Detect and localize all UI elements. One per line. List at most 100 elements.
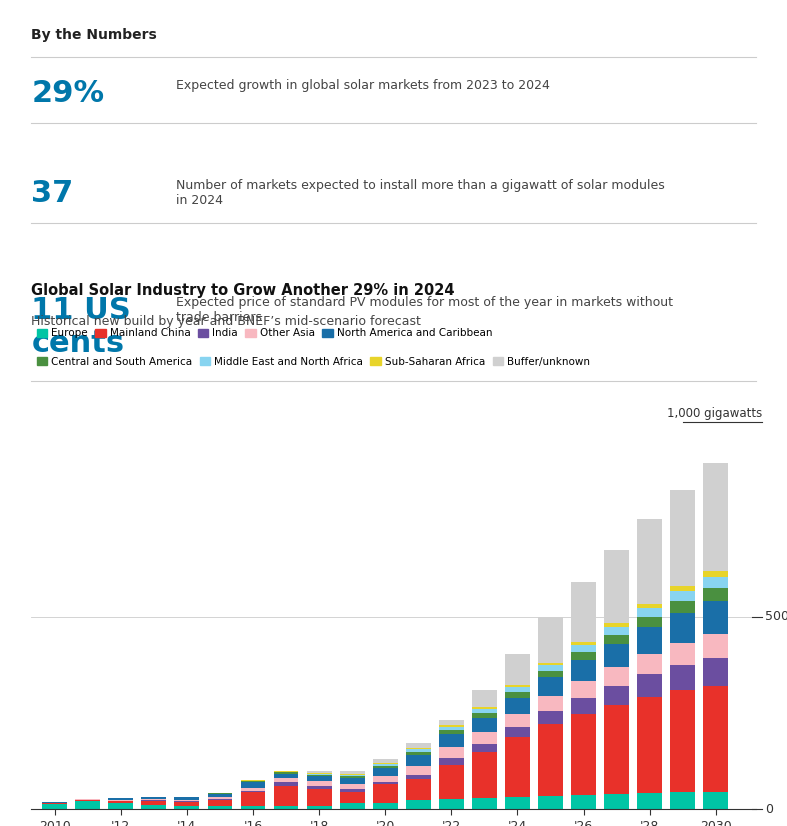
- Bar: [637, 520, 662, 604]
- Bar: [538, 795, 563, 809]
- Bar: [571, 681, 596, 698]
- Bar: [175, 802, 199, 806]
- Bar: [604, 627, 629, 634]
- Bar: [439, 799, 464, 809]
- Bar: [406, 767, 430, 775]
- Bar: [604, 634, 629, 643]
- Bar: [671, 691, 695, 792]
- Text: Number of markets expected to install more than a gigawatt of solar modules
in 2: Number of markets expected to install mo…: [176, 178, 665, 206]
- Bar: [208, 797, 232, 799]
- Bar: [175, 800, 199, 801]
- Bar: [439, 765, 464, 799]
- Bar: [472, 733, 497, 744]
- Bar: [406, 775, 430, 779]
- Bar: [604, 667, 629, 686]
- Bar: [571, 660, 596, 681]
- Bar: [307, 775, 331, 776]
- Bar: [340, 784, 364, 789]
- Bar: [307, 774, 331, 775]
- Bar: [373, 768, 397, 776]
- Bar: [373, 759, 397, 763]
- Bar: [42, 804, 67, 809]
- Bar: [571, 645, 596, 652]
- Text: Expected price of standard PV modules for most of the year in markets without
tr: Expected price of standard PV modules fo…: [176, 297, 674, 325]
- Bar: [671, 586, 695, 591]
- Bar: [472, 718, 497, 733]
- Bar: [274, 778, 298, 782]
- Bar: [241, 791, 265, 792]
- Bar: [307, 781, 331, 786]
- Text: 0: 0: [766, 803, 774, 816]
- Bar: [472, 709, 497, 713]
- Bar: [274, 786, 298, 806]
- Bar: [406, 800, 430, 809]
- Text: 1,000 gigawatts: 1,000 gigawatts: [667, 406, 762, 420]
- Bar: [637, 609, 662, 617]
- Bar: [604, 794, 629, 809]
- Bar: [704, 588, 728, 601]
- Bar: [571, 582, 596, 642]
- Bar: [439, 719, 464, 725]
- Bar: [604, 550, 629, 624]
- Bar: [538, 724, 563, 795]
- Bar: [109, 803, 133, 809]
- Bar: [704, 572, 728, 577]
- Bar: [439, 727, 464, 730]
- Bar: [704, 792, 728, 809]
- Text: Historical new build by year and BNEF’s mid-scenario forecast: Historical new build by year and BNEF’s …: [31, 315, 421, 328]
- Bar: [373, 784, 397, 803]
- Bar: [671, 613, 695, 643]
- Bar: [142, 797, 166, 799]
- Bar: [505, 737, 530, 797]
- Bar: [241, 781, 265, 782]
- Text: 11 US
cents: 11 US cents: [31, 297, 131, 358]
- Bar: [307, 771, 331, 773]
- Bar: [241, 806, 265, 809]
- Bar: [439, 748, 464, 758]
- Bar: [637, 604, 662, 609]
- Bar: [671, 601, 695, 613]
- Bar: [704, 686, 728, 792]
- Text: Global Solar Industry to Grow Another 29% in 2024: Global Solar Industry to Grow Another 29…: [31, 282, 455, 297]
- Bar: [406, 755, 430, 767]
- Bar: [505, 685, 530, 686]
- Bar: [472, 707, 497, 709]
- Bar: [439, 730, 464, 733]
- Bar: [671, 665, 695, 691]
- Bar: [373, 776, 397, 782]
- Bar: [241, 788, 265, 791]
- Bar: [604, 643, 629, 667]
- Bar: [571, 795, 596, 809]
- Bar: [175, 806, 199, 809]
- Bar: [340, 792, 364, 804]
- Bar: [637, 793, 662, 809]
- Legend: Central and South America, Middle East and North Africa, Sub-Saharan Africa, Buf: Central and South America, Middle East a…: [37, 357, 590, 367]
- Bar: [76, 800, 100, 801]
- Bar: [439, 725, 464, 727]
- Bar: [472, 798, 497, 809]
- Bar: [175, 797, 199, 800]
- Bar: [671, 792, 695, 809]
- Bar: [505, 714, 530, 727]
- Bar: [604, 705, 629, 794]
- Bar: [671, 643, 695, 665]
- Bar: [571, 642, 596, 645]
- Bar: [307, 786, 331, 789]
- Bar: [704, 634, 728, 657]
- Bar: [142, 799, 166, 800]
- Bar: [505, 727, 530, 737]
- Bar: [571, 698, 596, 714]
- Bar: [472, 713, 497, 718]
- Bar: [704, 577, 728, 588]
- Bar: [307, 776, 331, 781]
- Bar: [538, 696, 563, 710]
- Bar: [340, 771, 364, 774]
- Bar: [439, 758, 464, 765]
- Bar: [340, 776, 364, 778]
- Bar: [274, 782, 298, 786]
- Text: Expected growth in global solar markets from 2023 to 2024: Expected growth in global solar markets …: [176, 79, 550, 93]
- Text: 37: 37: [31, 178, 74, 207]
- Bar: [340, 775, 364, 776]
- Bar: [637, 674, 662, 697]
- Bar: [274, 774, 298, 778]
